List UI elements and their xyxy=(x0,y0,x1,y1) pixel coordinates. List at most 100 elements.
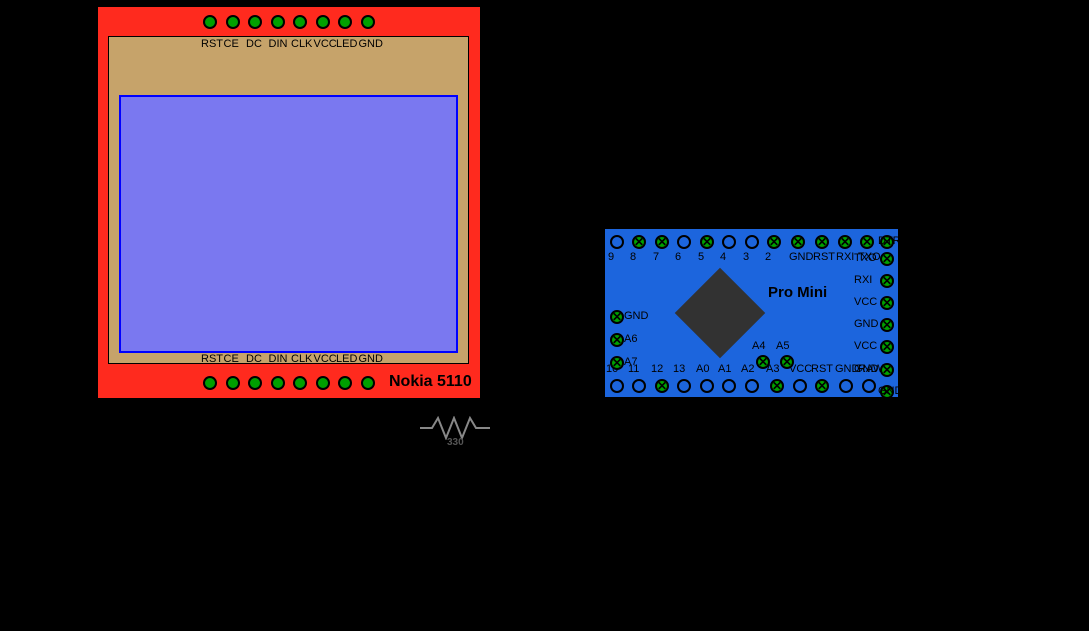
display-pin-label: GND xyxy=(359,38,383,50)
pin-mark-icon: ✕ xyxy=(634,236,644,248)
promini-pin-vcc: ✕ xyxy=(880,340,894,354)
pin-mark-icon: ✕ xyxy=(882,319,892,331)
promini-pin-txo: ✕ xyxy=(880,252,894,266)
promini-pin-13 xyxy=(677,379,691,393)
display-pin-gnd xyxy=(361,15,375,29)
promini-pin-label: GND xyxy=(854,318,878,330)
promini-pin-label: A1 xyxy=(718,363,731,375)
promini-pin-12: ✕ xyxy=(655,379,669,393)
display-pin-label: CLK xyxy=(291,38,312,50)
promini-pin-raw xyxy=(862,379,876,393)
promini-pin-gnd: ✕ xyxy=(880,318,894,332)
promini-pin-label: A7 xyxy=(624,356,637,368)
display-pin-rst xyxy=(203,376,217,390)
display-pin-label: GND xyxy=(359,353,383,365)
promini-pin-label: RXI xyxy=(854,274,872,286)
display-pin-led xyxy=(338,15,352,29)
display-pin-label: DIN xyxy=(269,38,288,50)
promini-pin-label: DTR xyxy=(878,235,901,247)
pin-mark-icon: ✕ xyxy=(612,357,622,369)
pin-mark-icon: ✕ xyxy=(862,236,872,248)
display-pin-led xyxy=(338,376,352,390)
promini-pin-label: A2 xyxy=(741,363,754,375)
display-pin-label: LED xyxy=(336,353,357,365)
promini-pin-label: GND xyxy=(624,310,648,322)
display-pin-label: CLK xyxy=(291,353,312,365)
promini-pin-4 xyxy=(722,235,736,249)
pin-mark-icon: ✕ xyxy=(882,253,892,265)
promini-pin-label: 3 xyxy=(743,251,749,263)
display-pin-vcc xyxy=(316,15,330,29)
promini-pin-11 xyxy=(632,379,646,393)
pin-mark-icon: ✕ xyxy=(758,356,768,368)
display-pin-dc xyxy=(248,376,262,390)
pin-mark-icon: ✕ xyxy=(782,356,792,368)
promini-pin-label: A0 xyxy=(696,363,709,375)
promini-pin-label: A5 xyxy=(776,340,789,352)
pin-mark-icon: ✕ xyxy=(882,275,892,287)
display-pin-din xyxy=(271,15,285,29)
promini-pin-label: RXI xyxy=(836,251,854,263)
display-pin-clk xyxy=(293,376,307,390)
promini-pin-gnd: ✕ xyxy=(880,363,894,377)
promini-pin-5: ✕ xyxy=(700,235,714,249)
pin-mark-icon: ✕ xyxy=(882,364,892,376)
pin-mark-icon: ✕ xyxy=(793,236,803,248)
display-pin-dc xyxy=(248,15,262,29)
pin-mark-icon: ✕ xyxy=(817,236,827,248)
promini-pin-label: GND xyxy=(854,363,878,375)
promini-pin-a4: ✕ xyxy=(756,355,770,369)
pin-mark-icon: ✕ xyxy=(612,334,622,346)
promini-pin-rst: ✕ xyxy=(815,379,829,393)
promini-pin-label: 12 xyxy=(651,363,663,375)
promini-pin-9 xyxy=(610,235,624,249)
promini-pin-8: ✕ xyxy=(632,235,646,249)
promini-pin-label: A4 xyxy=(752,340,765,352)
promini-pin-gnd: ✕ xyxy=(791,235,805,249)
promini-pin-label: GND xyxy=(878,385,902,397)
promini-pin-label: 8 xyxy=(630,251,636,263)
display-pin-label: RST xyxy=(201,353,223,365)
pin-mark-icon: ✕ xyxy=(772,380,782,392)
display-pin-label: VCC xyxy=(314,38,337,50)
promini-pin-txo: ✕ xyxy=(860,235,874,249)
display-pin-label: VCC xyxy=(314,353,337,365)
pin-mark-icon: ✕ xyxy=(817,380,827,392)
promini-pin-label: 9 xyxy=(608,251,614,263)
resistor-label: 330 xyxy=(447,437,464,448)
promini-pin-rxi: ✕ xyxy=(838,235,852,249)
promini-pin-label: 2 xyxy=(765,251,771,263)
display-pin-label: DIN xyxy=(269,353,288,365)
display-pin-ce xyxy=(226,376,240,390)
promini-pin-label: 6 xyxy=(675,251,681,263)
display-pin-clk xyxy=(293,15,307,29)
promini-title: Pro Mini xyxy=(768,284,827,301)
wiring-canvas: Nokia 5110RSTRSTCECEDCDCDINDINCLKCLKVCCV… xyxy=(0,0,1089,631)
display-pin-label: DC xyxy=(246,38,262,50)
promini-pin-rxi: ✕ xyxy=(880,274,894,288)
display-pin-gnd xyxy=(361,376,375,390)
display-pin-label: CE xyxy=(224,353,239,365)
display-pin-vcc xyxy=(316,376,330,390)
display-pin-label: DC xyxy=(246,353,262,365)
promini-pin-a5: ✕ xyxy=(780,355,794,369)
promini-pin-2: ✕ xyxy=(767,235,781,249)
display-pin-label: CE xyxy=(224,38,239,50)
promini-pin-label: VCC xyxy=(854,296,877,308)
pin-mark-icon: ✕ xyxy=(612,311,622,323)
promini-pin-a2 xyxy=(745,379,759,393)
promini-pin-10 xyxy=(610,379,624,393)
promini-pin-6 xyxy=(677,235,691,249)
promini-pin-gnd xyxy=(839,379,853,393)
promini-pin-a6: ✕ xyxy=(610,333,624,347)
pin-mark-icon: ✕ xyxy=(657,236,667,248)
pin-mark-icon: ✕ xyxy=(702,236,712,248)
pin-mark-icon: ✕ xyxy=(882,297,892,309)
display-pin-label: LED xyxy=(336,38,357,50)
pin-mark-icon: ✕ xyxy=(769,236,779,248)
promini-pin-vcc xyxy=(793,379,807,393)
promini-pin-vcc: ✕ xyxy=(880,296,894,310)
promini-pin-label: RST xyxy=(813,251,835,263)
promini-pin-3 xyxy=(745,235,759,249)
display-pin-rst xyxy=(203,15,217,29)
